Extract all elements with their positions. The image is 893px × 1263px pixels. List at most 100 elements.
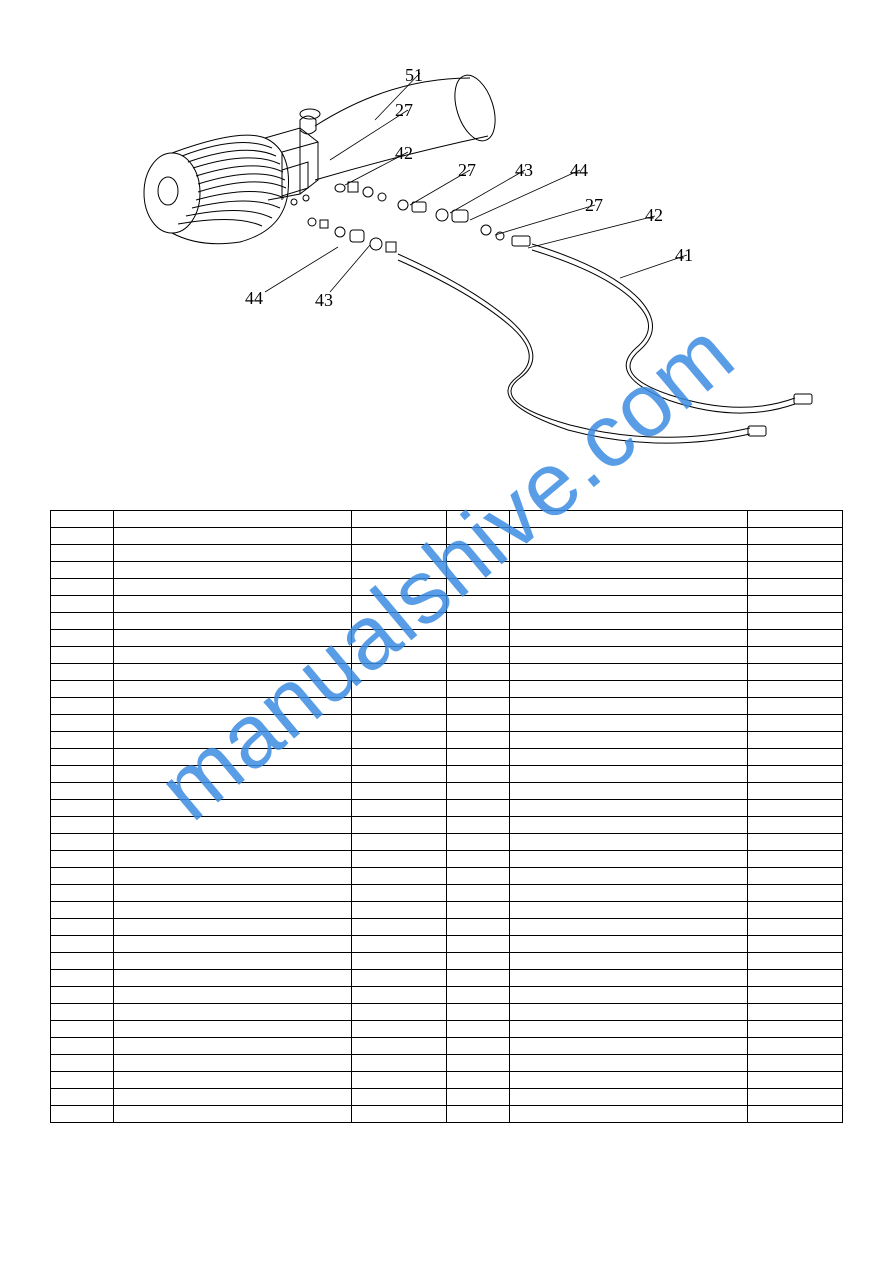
table-cell <box>114 749 352 766</box>
table-cell <box>747 1055 842 1072</box>
table-cell <box>114 800 352 817</box>
table-cell <box>510 545 748 562</box>
table-row <box>51 1004 843 1021</box>
table-cell <box>446 953 509 970</box>
table-cell <box>747 953 842 970</box>
table-cell <box>510 953 748 970</box>
table-cell <box>351 630 446 647</box>
table-cell <box>747 919 842 936</box>
table-cell <box>351 1021 446 1038</box>
table-cell <box>51 1089 114 1106</box>
table-cell <box>51 749 114 766</box>
table-cell <box>747 1106 842 1123</box>
table-cell <box>747 902 842 919</box>
table-cell <box>114 1089 352 1106</box>
table-cell <box>351 647 446 664</box>
table-cell <box>510 1004 748 1021</box>
table-cell <box>114 630 352 647</box>
table-cell <box>51 1004 114 1021</box>
table-row <box>51 715 843 732</box>
table-cell <box>351 868 446 885</box>
table-row <box>51 953 843 970</box>
table-cell <box>351 970 446 987</box>
table-cell <box>114 664 352 681</box>
table-cell <box>446 732 509 749</box>
table-cell <box>510 1021 748 1038</box>
table-cell <box>114 885 352 902</box>
table-cell <box>510 681 748 698</box>
table-row <box>51 1089 843 1106</box>
table-cell <box>114 1021 352 1038</box>
table-cell <box>51 698 114 715</box>
table-cell <box>351 511 446 528</box>
table-cell <box>747 817 842 834</box>
table-cell <box>510 630 748 647</box>
table-cell <box>446 1004 509 1021</box>
table-cell <box>51 596 114 613</box>
table-cell <box>747 834 842 851</box>
table-cell <box>510 1038 748 1055</box>
table-row <box>51 834 843 851</box>
table-cell <box>351 1038 446 1055</box>
table-row <box>51 732 843 749</box>
table-cell <box>351 528 446 545</box>
callout-label: 42 <box>395 143 413 164</box>
table-cell <box>351 681 446 698</box>
table-cell <box>446 715 509 732</box>
table-cell <box>51 511 114 528</box>
table-cell <box>747 936 842 953</box>
table-cell <box>446 902 509 919</box>
table-cell <box>446 528 509 545</box>
table-cell <box>446 579 509 596</box>
table-cell <box>351 817 446 834</box>
table-cell <box>114 1038 352 1055</box>
table-row <box>51 817 843 834</box>
table-cell <box>446 800 509 817</box>
table-cell <box>510 732 748 749</box>
table-cell <box>747 766 842 783</box>
table-cell <box>446 766 509 783</box>
table-cell <box>114 868 352 885</box>
table-cell <box>114 817 352 834</box>
table-cell <box>51 545 114 562</box>
table-cell <box>446 630 509 647</box>
table-cell <box>351 579 446 596</box>
table-cell <box>114 715 352 732</box>
table-row <box>51 511 843 528</box>
table-cell <box>351 885 446 902</box>
table-cell <box>510 562 748 579</box>
table-cell <box>114 1055 352 1072</box>
table-cell <box>351 545 446 562</box>
table-cell <box>114 698 352 715</box>
table-cell <box>51 1021 114 1038</box>
table-cell <box>747 511 842 528</box>
table-cell <box>510 834 748 851</box>
table-row <box>51 902 843 919</box>
table-cell <box>446 1038 509 1055</box>
table-row <box>51 698 843 715</box>
table-cell <box>446 1021 509 1038</box>
table-cell <box>510 1072 748 1089</box>
table-cell <box>510 715 748 732</box>
table-cell <box>51 715 114 732</box>
table-cell <box>51 885 114 902</box>
table-row <box>51 800 843 817</box>
table-cell <box>747 545 842 562</box>
table-cell <box>351 613 446 630</box>
table-cell <box>446 834 509 851</box>
table-cell <box>446 987 509 1004</box>
table-cell <box>510 817 748 834</box>
table-cell <box>351 800 446 817</box>
table-row <box>51 647 843 664</box>
table-cell <box>51 1055 114 1072</box>
table-row <box>51 970 843 987</box>
callout-label: 41 <box>675 245 693 266</box>
table-cell <box>114 970 352 987</box>
table-cell <box>51 834 114 851</box>
table-cell <box>747 647 842 664</box>
table-cell <box>351 596 446 613</box>
table-cell <box>446 545 509 562</box>
table-cell <box>747 579 842 596</box>
table-row <box>51 868 843 885</box>
table-cell <box>747 1004 842 1021</box>
